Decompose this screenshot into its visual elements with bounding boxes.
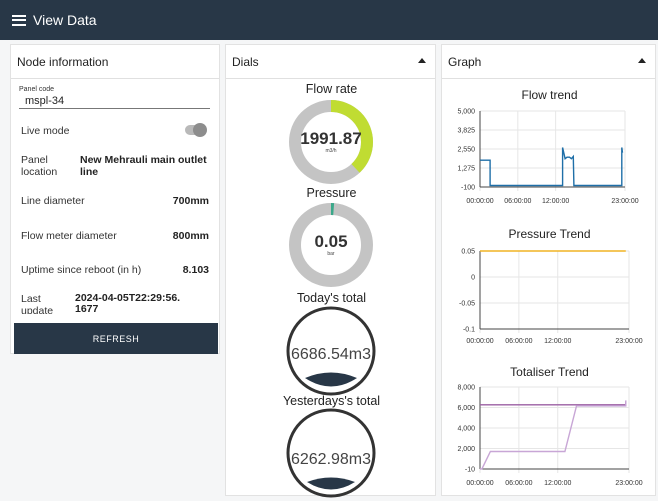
x-tick-label: 06:00:00 xyxy=(505,480,532,487)
pressure-gauge xyxy=(289,203,373,287)
todays-total-tank-outline xyxy=(286,306,376,396)
x-tick-label: 00:00:00 xyxy=(466,480,493,487)
flow-rate-unit: m3/h xyxy=(325,148,337,154)
x-tick-label: 12:00:00 xyxy=(544,338,571,345)
collapse-graph-icon[interactable] xyxy=(638,58,646,63)
panel-location-value: New Mehrauli main outlet line xyxy=(80,154,207,178)
y-tick-label: 2,550 xyxy=(457,147,475,154)
hamburger-menu-icon[interactable] xyxy=(12,14,26,26)
graph-heading: Graph xyxy=(442,45,655,79)
live-mode-row: Live mode xyxy=(21,123,209,137)
flow-rate-value: 1991.87 xyxy=(300,129,362,148)
flow-rate-gauge xyxy=(289,100,373,184)
todays-total-title: Today's total xyxy=(296,291,367,305)
last-update-label: Last update xyxy=(21,293,54,314)
flow-meter-diameter-label: Flow meter diameter xyxy=(21,230,117,242)
y-tick-label: -100 xyxy=(461,185,475,192)
x-tick-label: 00:00:00 xyxy=(466,198,493,205)
x-tick-label: 12:00:00 xyxy=(544,480,571,487)
y-tick-label: -0.1 xyxy=(463,327,475,334)
yesterdays-total-title: Yesterdays's total xyxy=(282,394,381,408)
trend-line-0 xyxy=(480,147,624,187)
flow-meter-diameter-value: 800mm xyxy=(172,230,209,242)
graph-heading-label: Graph xyxy=(448,54,482,69)
trend-line-1 xyxy=(479,400,627,470)
collapse-dials-icon[interactable] xyxy=(418,58,426,63)
dials-heading: Dials xyxy=(226,45,435,79)
x-tick-label: 12:00:00 xyxy=(542,198,569,205)
todays-total-value: 6686.54m3 xyxy=(290,346,372,363)
page-title: View Data xyxy=(33,12,97,28)
last-update-row: Last update 2024-04-05T22:29:56.1677 xyxy=(21,293,209,314)
app-header: View Data xyxy=(0,0,658,40)
uptime-label: Uptime since reboot (in h) xyxy=(21,264,142,276)
x-tick-label: 06:00:00 xyxy=(505,338,532,345)
totaliser-trend-title: Totaliser Trend xyxy=(510,365,589,379)
flow-trend-chart: 5,000 3,825 2,550 1,275 -100 00:00:00 06:00:00… xyxy=(457,109,638,206)
live-mode-toggle[interactable] xyxy=(185,123,207,137)
pressure-unit: bar xyxy=(327,251,335,257)
yesterdays-total-tank-outline xyxy=(286,408,376,498)
last-update-value: 2024-04-05T22:29:56.1677 xyxy=(75,293,181,314)
yesterdays-total-value: 6262.98m3 xyxy=(290,451,372,468)
trend-line-0 xyxy=(480,401,627,406)
y-tick-label: -0.05 xyxy=(459,301,475,308)
x-tick-label: 00:00:00 xyxy=(466,338,493,345)
graph-panel: Graph Flow trend 5,000 3,825 2,550 1,275 -10… xyxy=(441,44,656,496)
x-tick-label: 23:00:00 xyxy=(611,198,638,205)
flow-meter-diameter-row: Flow meter diameter 800mm xyxy=(21,230,209,242)
flow-rate-gauge-fill xyxy=(289,100,373,184)
x-tick-label: 23:00:00 xyxy=(615,338,642,345)
live-mode-label: Live mode xyxy=(21,125,70,137)
y-tick-label: 6,000 xyxy=(457,405,475,412)
totaliser-trend-chart: 8,000 6,000 4,000 2,000 -10 00:00:00 06:00:00 1… xyxy=(457,385,642,488)
todays-total-liquid xyxy=(305,372,357,387)
pressure-gauge-fill xyxy=(289,203,373,287)
flow-rate-title: Flow rate xyxy=(305,82,358,96)
y-tick-label: 5,000 xyxy=(457,109,475,116)
pressure-value: 0.05 xyxy=(314,232,348,251)
panel-location-row: Panel location New Mehrauli main outlet … xyxy=(21,154,209,178)
dials-heading-label: Dials xyxy=(232,54,259,69)
y-tick-label: 0 xyxy=(471,275,475,282)
y-tick-label: 3,825 xyxy=(457,128,475,135)
panel-code-label: Panel code xyxy=(19,86,55,93)
y-tick-label: 2,000 xyxy=(457,446,475,453)
panel-location-label: Panel location xyxy=(21,154,58,178)
line-diameter-value: 700mm xyxy=(172,195,209,207)
y-tick-label: 4,000 xyxy=(457,426,475,433)
node-information-heading: Node information xyxy=(11,45,219,79)
y-tick-label: 1,275 xyxy=(457,166,475,173)
toggle-knob xyxy=(193,123,207,137)
uptime-row: Uptime since reboot (in h) 8.103 xyxy=(21,264,209,276)
y-tick-label: 8,000 xyxy=(457,385,475,392)
y-tick-label: -10 xyxy=(465,467,475,474)
dials-panel: Dials Flow rate 1991.87 m3/h Pressure 0.… xyxy=(225,44,436,498)
pressure-trend-title: Pressure Trend xyxy=(508,227,591,241)
yesterdays-total-liquid xyxy=(307,477,355,490)
panel-code-input[interactable] xyxy=(19,94,210,109)
uptime-value: 8.103 xyxy=(182,264,209,276)
yesterdays-total-tank xyxy=(286,408,376,498)
flow-trend-title: Flow trend xyxy=(521,88,578,102)
todays-total-tank xyxy=(286,306,376,396)
x-tick-label: 06:00:00 xyxy=(504,198,531,205)
line-diameter-label: Line diameter xyxy=(21,195,85,207)
pressure-trend-chart: 0.05 0 -0.05 -0.1 00:00:00 06:00:00 12:00:00 23… xyxy=(459,249,643,346)
pressure-title: Pressure xyxy=(306,186,357,200)
node-information-panel: Node information Panel code Live mode Pa… xyxy=(10,44,220,354)
y-tick-label: 0.05 xyxy=(461,249,475,256)
line-diameter-row: Line diameter 700mm xyxy=(21,195,209,207)
x-tick-label: 23:00:00 xyxy=(615,480,642,487)
refresh-button[interactable]: REFRESH xyxy=(14,323,218,354)
